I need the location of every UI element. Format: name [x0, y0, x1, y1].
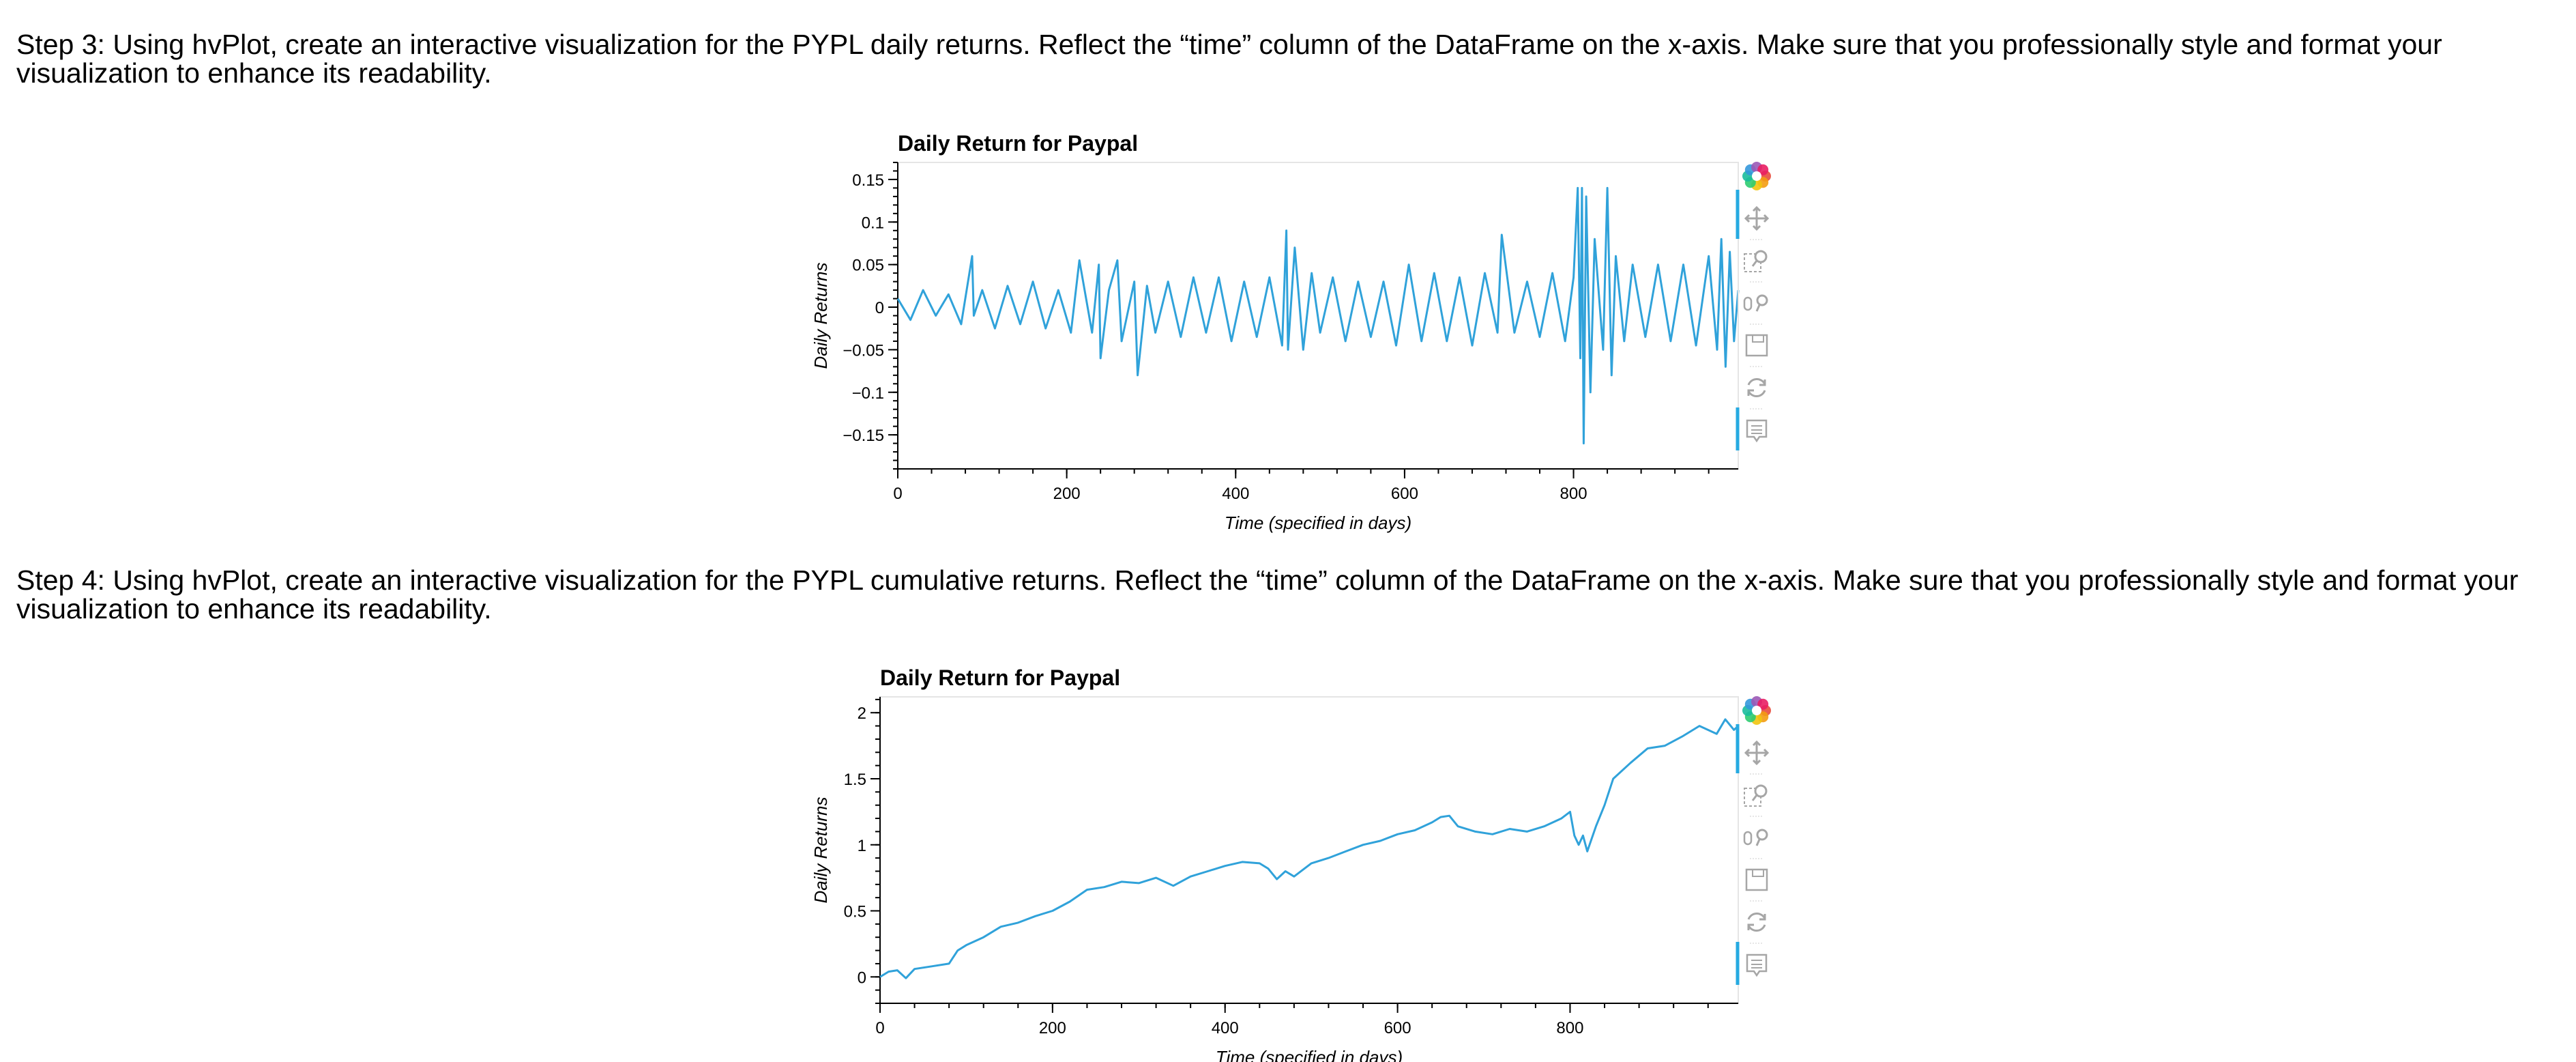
x-tick-label: 600	[1391, 485, 1418, 503]
x-tick-label: 800	[1560, 485, 1587, 503]
tooltip-glyph	[1746, 419, 1768, 443]
lens-handle	[1751, 794, 1758, 801]
y-axis-label: Daily Returns	[810, 262, 831, 369]
y-tick-label: −0.1	[852, 384, 884, 403]
series-line	[896, 186, 1740, 445]
pan-icon[interactable]	[1744, 740, 1770, 766]
box-zoom-icon[interactable]	[1744, 250, 1768, 272]
lens-glyph	[1756, 829, 1768, 841]
y-tick-label: 0	[875, 299, 884, 317]
save-icon[interactable]	[1745, 868, 1768, 891]
lens-handle	[1751, 260, 1758, 267]
plot-frame	[897, 162, 1739, 470]
y-tick-label: 2	[858, 704, 866, 723]
x-tick-label: 400	[1222, 485, 1249, 503]
reset-arrows	[1747, 914, 1766, 930]
pan-glyph	[1744, 205, 1770, 231]
lens-handle	[1755, 839, 1761, 846]
x-tick-label: 200	[1053, 485, 1081, 503]
y-tick-label: −0.15	[843, 427, 884, 445]
x-tick-label: 0	[893, 485, 902, 503]
hover-icon[interactable]	[1746, 953, 1768, 977]
step-3-instructions: Step 3: Using hvPlot, create an interact…	[16, 29, 2442, 89]
wheel-zoom-icon[interactable]	[1743, 294, 1768, 312]
y-tick-label: 1.5	[844, 771, 866, 789]
chart-title: Daily Return for Paypal	[880, 665, 1120, 690]
x-axis-label: Time (specified in days)	[1216, 1047, 1403, 1062]
hover-icon[interactable]	[1746, 419, 1768, 443]
save-icon[interactable]	[1745, 334, 1768, 357]
logo-center	[1752, 171, 1761, 181]
x-tick-label: 600	[1384, 1019, 1411, 1037]
y-tick-label: 0.05	[852, 257, 884, 275]
y-tick-label: 0	[858, 968, 866, 987]
y-tick-label: 0.1	[862, 214, 884, 232]
x-tick-label: 800	[1556, 1019, 1583, 1037]
x-axis-label: Time (specified in days)	[1225, 513, 1411, 533]
reset-icon[interactable]	[1747, 912, 1766, 932]
box-zoom-icon[interactable]	[1744, 784, 1768, 807]
mouse-glyph	[1743, 831, 1753, 846]
series-line	[879, 718, 1740, 979]
reset-arrows	[1747, 379, 1766, 396]
y-tick-label: 0.5	[844, 903, 866, 921]
pan-icon[interactable]	[1744, 205, 1770, 231]
lens-handle	[1755, 304, 1761, 312]
plot-frame	[879, 696, 1739, 1004]
lens-glyph	[1756, 294, 1768, 306]
y-tick-label: 0.15	[852, 171, 884, 190]
x-tick-label: 400	[1212, 1019, 1239, 1037]
reset-icon[interactable]	[1747, 377, 1766, 398]
pan-glyph	[1744, 740, 1770, 766]
y-axis-label: Daily Returns	[810, 796, 831, 903]
disk-label	[1752, 334, 1764, 343]
y-tick-label: −0.05	[843, 341, 884, 360]
tooltip-lines	[1751, 960, 1762, 968]
logo-petal	[1757, 698, 1769, 710]
y-tick-label: 1	[858, 837, 866, 855]
lens-glyph	[1754, 250, 1768, 263]
reset-arcs	[1747, 912, 1766, 932]
mouse-glyph	[1743, 296, 1753, 311]
disk-label	[1752, 869, 1764, 877]
bokeh-logo-icon[interactable]	[1742, 696, 1771, 725]
logo-center	[1752, 706, 1761, 715]
wheel-zoom-icon[interactable]	[1743, 829, 1768, 846]
x-tick-label: 0	[875, 1019, 884, 1037]
logo-petal	[1757, 164, 1769, 175]
chart-title: Daily Return for Paypal	[898, 131, 1138, 156]
tooltip-lines	[1751, 425, 1762, 434]
reset-arcs	[1747, 377, 1766, 398]
x-tick-label: 200	[1039, 1019, 1066, 1037]
tooltip-glyph	[1746, 953, 1768, 977]
step-4-instructions: Step 4: Using hvPlot, create an interact…	[16, 564, 2519, 625]
lens-glyph	[1754, 784, 1768, 798]
bokeh-logo-icon[interactable]	[1742, 162, 1771, 190]
